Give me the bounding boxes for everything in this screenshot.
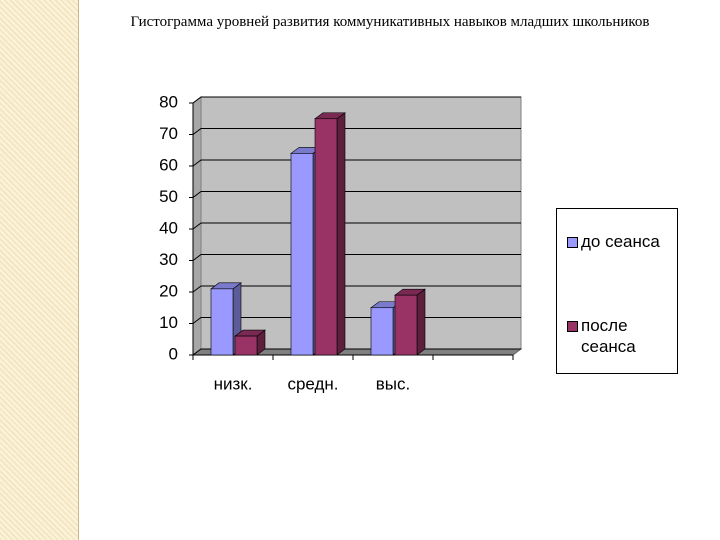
y-tick-label: 80: [159, 92, 178, 111]
bar: [370, 307, 394, 356]
bar: [290, 153, 314, 356]
grid-line: [192, 191, 521, 198]
bar: [234, 335, 258, 356]
y-tick-label: 50: [159, 187, 178, 206]
bar: [394, 294, 418, 356]
y-tick-label: 40: [159, 218, 178, 237]
chart-title: Гистограмма уровней развития коммуникати…: [130, 14, 650, 30]
grid-line: [192, 254, 521, 261]
y-tick-label: 60: [159, 155, 178, 174]
grid-line: [192, 159, 521, 167]
legend-label: до сеанса: [581, 232, 660, 251]
grid-line: [192, 96, 521, 104]
y-tick-label: 10: [159, 313, 178, 332]
bar: [314, 118, 338, 356]
legend: до сеанса после сеанса: [556, 208, 678, 374]
grid-line: [192, 128, 521, 135]
legend-swatch: [567, 237, 578, 248]
y-tick-label: 20: [159, 281, 178, 300]
x-tick-label: низк.: [214, 374, 253, 393]
y-tick-label: 70: [159, 124, 178, 143]
legend-label: после сеанса: [581, 316, 636, 356]
grid-line: [192, 222, 521, 230]
y-tick-label: 0: [169, 344, 178, 363]
y-tick-label: 30: [159, 250, 178, 269]
bar-side: [416, 288, 426, 356]
bar-side: [336, 112, 346, 356]
x-tick-label: выс.: [376, 374, 410, 393]
grid-line: [192, 285, 521, 293]
decor-strip: [0, 0, 79, 540]
legend-swatch: [567, 321, 578, 332]
bar: [210, 288, 234, 356]
x-tick-label: средн.: [287, 374, 338, 393]
